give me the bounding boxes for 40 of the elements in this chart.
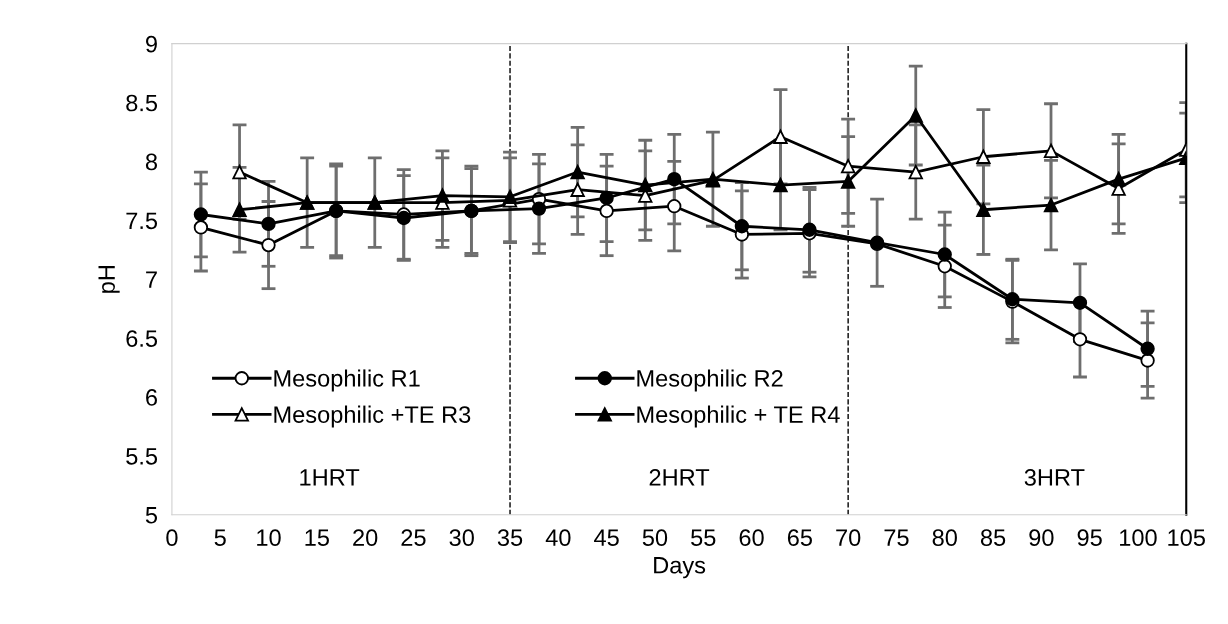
legend-label: Mesophilic + TE R4 (637, 405, 840, 428)
y-axis-title: pH (98, 266, 120, 293)
x-tick-label: 90 (1029, 529, 1054, 547)
x-tick-label: 50 (642, 529, 668, 547)
legend-label: Mesophilic R1 (274, 369, 420, 392)
x-tick-label: 80 (932, 529, 957, 547)
x-tick-label: 105 (1168, 529, 1205, 547)
y-tick-label: 5 (145, 507, 158, 524)
annotation: 2HRT (649, 469, 710, 486)
x-tick-label: 75 (884, 529, 909, 547)
y-tick-label: 7.5 (126, 212, 158, 230)
annotation: 1HRT (300, 469, 360, 486)
y-tick-label: 6 (146, 389, 157, 406)
x-tick-label: 20 (353, 529, 378, 547)
y-tick-label: 7 (146, 271, 157, 288)
y-tick-label: 8 (145, 153, 158, 171)
x-tick-label: 25 (401, 529, 426, 547)
x-tick-label: 30 (449, 529, 474, 547)
y-tick-label: 5.5 (126, 448, 158, 465)
x-tick-label: 0 (166, 529, 178, 547)
x-tick-label: 10 (257, 529, 281, 547)
y-tick-label: 6.5 (126, 330, 158, 347)
annotation: 3HRT (1024, 469, 1085, 486)
x-tick-label: 5 (214, 529, 226, 547)
y-tick-label: 8.5 (126, 94, 158, 112)
x-tick-label: 100 (1120, 529, 1157, 547)
x-tick-label: 95 (1077, 529, 1102, 547)
x-tick-label: 45 (594, 529, 619, 547)
x-tick-label: 15 (305, 529, 329, 547)
y-tick-label: 9 (146, 35, 157, 53)
x-axis-title: Days (654, 557, 706, 579)
x-tick-label: 70 (836, 529, 861, 547)
legend-label: Mesophilic R2 (637, 369, 783, 392)
x-tick-label: 65 (787, 529, 812, 547)
legend-label: Mesophilic +TE R3 (274, 405, 471, 428)
x-tick-label: 35 (497, 529, 523, 547)
x-tick-label: 40 (545, 529, 571, 547)
x-tick-label: 60 (739, 529, 764, 547)
x-tick-label: 55 (691, 529, 716, 547)
x-tick-label: 85 (980, 529, 1006, 547)
